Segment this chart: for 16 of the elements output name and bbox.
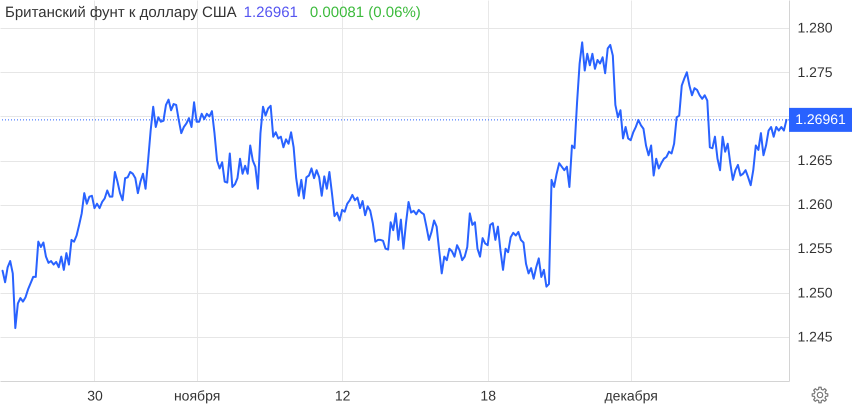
x-tick-label: 12 xyxy=(334,388,351,404)
y-tick-label: 1.260 xyxy=(798,196,833,212)
y-tick-label: 1.245 xyxy=(798,328,833,344)
annotation: 1.26961 xyxy=(244,4,298,21)
annotation: 0.00081 (0.06%) xyxy=(310,4,421,21)
ref-line-label: 1.26961 xyxy=(795,110,846,127)
x-tick-label: ноября xyxy=(174,388,220,404)
x-tick-label: декабря xyxy=(604,388,658,404)
y-tick-label: 1.275 xyxy=(798,64,833,80)
y-tick-label: 1.250 xyxy=(798,284,833,300)
x-tick-label: 30 xyxy=(87,388,103,404)
y-tick-label: 1.265 xyxy=(798,152,833,168)
y-tick-label: 1.255 xyxy=(798,240,833,256)
chart-title: Британский фунт к доллару США xyxy=(5,4,237,21)
y-tick-label: 1.280 xyxy=(798,20,833,36)
x-tick-label: 18 xyxy=(480,388,496,404)
